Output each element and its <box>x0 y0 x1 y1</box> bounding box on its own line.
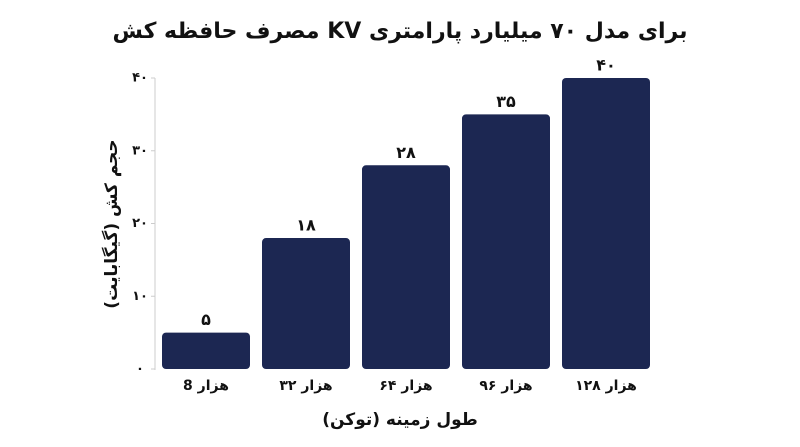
chart-title: مصرف حافظه کش KV برای مدل ۷۰ میلیارد پار… <box>113 19 688 44</box>
x-axis-label: طول زمینه (توکن) <box>322 410 478 430</box>
data-label: ۴۰ <box>596 56 616 75</box>
bar <box>562 78 650 369</box>
data-label: ۲۸ <box>396 143 416 162</box>
x-tick-label: 8 هزار <box>183 378 229 394</box>
data-label: ۳۵ <box>496 92 516 111</box>
x-tick-label: ۱۲۸ هزار <box>575 378 637 394</box>
bar <box>162 332 250 369</box>
x-tick-label: ۹۶ هزار <box>479 378 532 394</box>
y-tick-label: ۰ <box>136 362 144 377</box>
bar <box>462 114 550 369</box>
x-tick-label: ۳۲ هزار <box>279 378 332 394</box>
data-label: ۱۸ <box>296 216 316 235</box>
x-tick-label: ۶۴ هزار <box>379 378 432 394</box>
bar <box>362 165 450 369</box>
y-tick-label: ۴۰ <box>132 71 148 86</box>
bar <box>262 238 350 369</box>
data-label: ۵ <box>201 310 211 329</box>
y-tick-label: ۱۰ <box>132 289 148 304</box>
y-tick-label: ۲۰ <box>132 216 148 231</box>
y-tick-label: ۳۰ <box>132 143 148 158</box>
y-axis-label: حجم کش (گیگابایت) <box>101 139 122 308</box>
